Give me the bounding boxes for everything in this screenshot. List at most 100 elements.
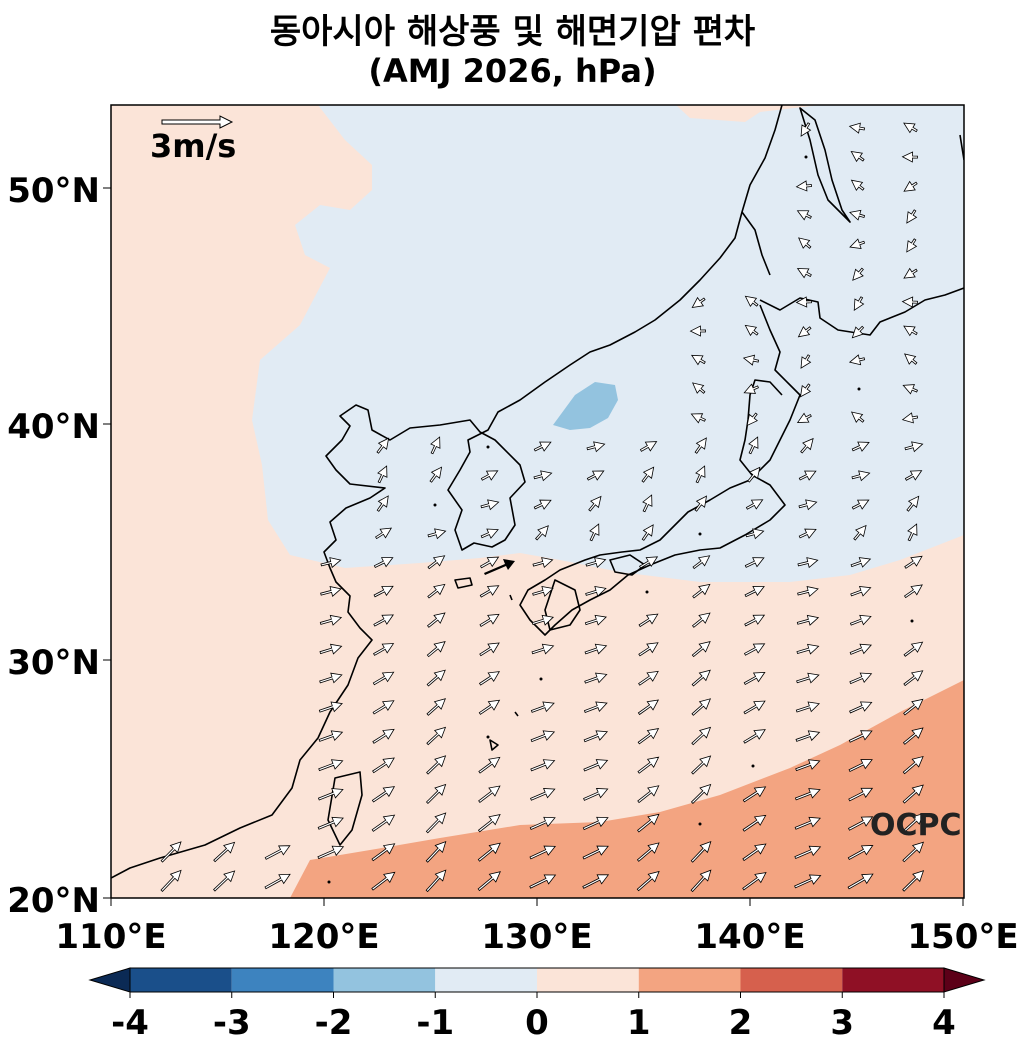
wind-vector-arrow [798, 470, 817, 481]
wind-vector-arrow [797, 586, 819, 597]
wind-vector-arrow [691, 612, 711, 628]
colorbar-tick-label: -4 [111, 1003, 149, 1043]
wind-vector-arrow [901, 412, 919, 424]
wind-vector-arrow [319, 614, 343, 626]
wind-vector-arrow [901, 151, 918, 163]
calm-wind-dot [698, 822, 702, 826]
wind-vector-arrow [902, 384, 918, 395]
wind-vector-arrow [903, 122, 918, 134]
wind-vector-arrow [318, 759, 344, 772]
wind-vector-arrow [638, 613, 659, 628]
wind-vector-arrow [745, 528, 765, 540]
wind-vector-arrow [425, 840, 447, 863]
wind-vector-arrow [530, 759, 556, 772]
wind-vector-arrow [430, 436, 441, 455]
calm-wind-dot [486, 735, 490, 739]
wind-vector-arrow [478, 671, 501, 686]
wind-vector-arrow [851, 499, 870, 510]
wind-vector-arrow [691, 641, 711, 658]
wind-vector-arrow [903, 641, 924, 657]
wind-vector-arrow [583, 759, 609, 772]
wind-vector-arrow [426, 698, 446, 716]
wind-vector-arrow [373, 614, 394, 627]
wind-vector-arrow [582, 845, 609, 860]
wind-vector-arrow [851, 441, 870, 452]
wind-vector-arrow [160, 869, 182, 892]
wind-vector-arrow [798, 499, 818, 511]
wind-vector-arrow [425, 869, 447, 893]
wind-vector-arrow [796, 210, 812, 221]
wind-vector-arrow [848, 354, 866, 366]
pressure-anomaly-1-to-2 [290, 680, 964, 898]
wind-vector-arrow [264, 845, 291, 860]
wind-vector-arrow [690, 354, 706, 366]
wind-vector-arrow [638, 642, 659, 657]
wind-vector-arrow [426, 669, 446, 687]
wind-vector-arrow [373, 643, 395, 656]
wind-vector-arrow [479, 585, 500, 598]
wind-vector-arrow [692, 382, 706, 394]
wind-vector-arrow [903, 267, 918, 279]
wind-vector-arrow [375, 527, 393, 540]
wind-vector-arrow [695, 465, 706, 484]
wind-vector-arrow [583, 730, 609, 743]
wind-vector-arrow [371, 786, 396, 803]
wind-vector-arrow [530, 730, 556, 743]
wind-vector-arrow [372, 671, 395, 686]
wind-vector-arrow [478, 756, 501, 774]
wind-vector-arrow [372, 728, 395, 744]
wind-vector-arrow [743, 700, 766, 715]
wind-vector-arrow [847, 845, 874, 861]
wind-vector-arrow [641, 524, 654, 541]
wind-vector-arrow [903, 353, 918, 365]
wind-vector-arrow [748, 436, 759, 455]
calm-wind-dot [804, 155, 808, 159]
wind-vector-arrow [376, 495, 389, 512]
wind-vector-arrow [319, 672, 343, 684]
wind-vector-arrow [530, 788, 556, 801]
wind-vector-arrow [588, 495, 602, 512]
wind-vector-arrow [902, 727, 924, 745]
wind-vector-arrow [745, 499, 764, 510]
lat-tick-40: 40°N [7, 407, 100, 447]
wind-vector-arrow [906, 209, 918, 224]
wind-vector-arrow [690, 413, 706, 424]
calm-wind-dot [433, 503, 437, 507]
wind-vector-arrow [264, 873, 291, 890]
wind-vector-arrow [795, 730, 821, 742]
wind-vector-arrow [636, 842, 660, 862]
wind-vector-arrow [794, 874, 822, 889]
wind-vector-arrow [642, 494, 653, 513]
wind-vector-arrow [582, 874, 610, 889]
colorbar-bin [435, 968, 537, 992]
wind-vector-arrow [694, 437, 707, 454]
wind-vector-arrow [690, 840, 712, 863]
wind-vector-arrow [800, 122, 812, 137]
wind-vector-arrow [850, 150, 865, 163]
wind-vector-arrow [320, 586, 342, 597]
wind-vector-arrow [427, 555, 446, 570]
map-title: 동아시아 해상풍 및 해면기압 편차 [269, 12, 756, 52]
wind-vector-arrow [639, 441, 658, 452]
wind-vector-arrow [903, 325, 918, 337]
ocpc-watermark: OCPC [870, 808, 962, 843]
wind-vector-arrow [425, 783, 447, 804]
wind-vector-arrow [535, 525, 549, 541]
wind-vector-arrow [532, 557, 554, 569]
wind-vector-arrow [742, 354, 760, 366]
wind-vector-arrow [795, 180, 812, 192]
wind-vector-arrow [637, 785, 660, 804]
wind-vector-arrow [477, 871, 501, 892]
lon-tick-140: 140°E [694, 917, 805, 957]
wind-vector-arrow [848, 787, 874, 802]
wind-vector-arrow [317, 845, 345, 860]
wind-vector-arrow [689, 325, 706, 337]
wind-vector-arrow [531, 614, 555, 626]
wind-vector-arrow [427, 528, 447, 540]
wind-vector-arrow [529, 816, 556, 831]
wind-vector-arrow [318, 701, 343, 713]
wind-vector-arrow [796, 412, 812, 423]
lon-tick-120: 120°E [268, 917, 379, 957]
colorbar-tick-label: 2 [729, 1003, 753, 1043]
